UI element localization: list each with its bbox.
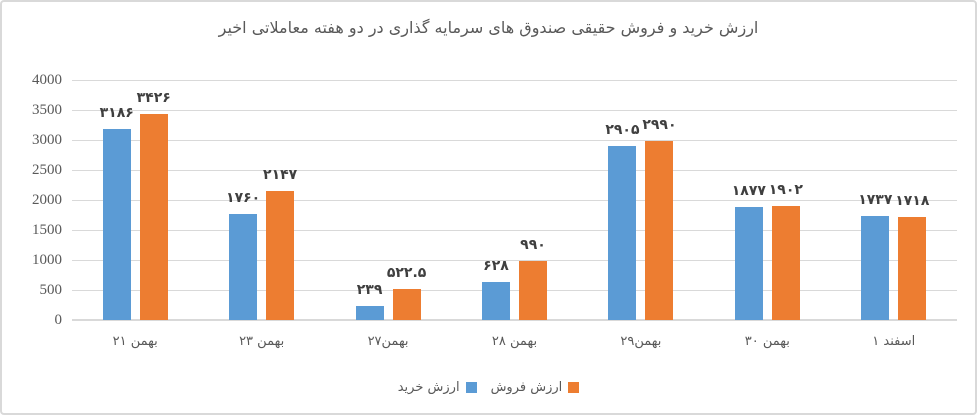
gridline [72,110,957,111]
x-axis-category-label: ۲۹بهمن [620,334,662,349]
buy-bar-data-label: ۲۳۹ [356,281,383,298]
x-axis-category-label: ۲۱ بهمن [112,334,158,349]
sell-series-swatch [568,382,580,393]
legend: ارزش خرید ارزش فروش [2,380,975,395]
x-axis-category-label: ۳۰ بهمن [744,334,790,349]
sell-bar-data-label: ۳۴۲۶ [136,90,171,107]
x-axis-category-label: ۲۷بهمن [367,334,409,349]
sell-bar-data-label: ۲۱۴۷ [263,167,298,184]
legend-item-label: ارزش خرید [397,380,460,395]
buy-value-bar[interactable] [734,207,763,320]
buy-value-bar[interactable] [482,282,510,320]
gridline [72,290,957,291]
buy-bar-data-label: ۶۲۸ [483,258,509,275]
y-axis-tick-label: 0 [54,312,63,328]
legend-item-label: ارزش فروش [490,380,563,395]
buy-value-bar[interactable] [229,214,258,320]
sell-bar-data-label: ۱۷۱۸ [895,192,930,209]
x-axis-line [72,319,957,321]
sell-value-bar[interactable] [898,216,927,320]
y-axis-tick-label: 4000 [32,72,62,88]
sell-value-bar[interactable] [392,288,421,320]
buy-value-bar[interactable] [102,128,131,320]
y-axis-tick-label: 1000 [32,252,62,268]
buy-value-bar[interactable] [355,305,384,320]
gridline [72,170,957,171]
y-axis-tick-label: 3000 [32,132,62,148]
y-axis-tick-label: 500 [39,282,63,298]
sell-bar-data-label: ۲۹۹۰ [642,116,677,133]
y-axis-tick-label: 3500 [32,102,62,118]
x-axis-category-label: ۲۳ بهمن [239,334,285,349]
sell-bar-data-label: ۹۹۰ [520,236,546,253]
sell-value-bar[interactable] [139,114,168,320]
sell-value-bar[interactable] [266,191,295,320]
gridline [72,230,957,231]
buy-bar-data-label: ۱۸۷۷ [731,183,766,200]
gridline [72,260,957,261]
buy-bar-data-label: ۱۷۳۷ [858,191,893,208]
y-axis-tick-label: 1500 [32,222,62,238]
sell-value-bar[interactable] [771,205,800,320]
x-axis-category-label: ۲۸ بهمن [491,334,538,349]
gridline [72,140,957,141]
buy-value-bar[interactable] [608,145,637,320]
legend-item-sell[interactable]: ارزش فروش [491,380,580,395]
buy-bar-data-label: ۱۷۶۰ [226,190,261,207]
gridline [72,200,957,201]
gridline [72,80,957,81]
buy-series-swatch [465,382,477,393]
x-axis-category-label: ۱ اسفند [872,334,916,349]
buy-bar-data-label: ۲۹۰۵ [605,121,640,138]
buy-value-bar[interactable] [861,215,890,320]
chart-title: ارزش خرید و فروش حقیقی صندوق های سرمایه … [218,18,759,37]
sell-value-bar[interactable] [519,260,547,320]
y-axis-tick-label: 2000 [32,192,62,208]
buy-bar-data-label: ۳۱۸۶ [99,104,134,121]
sell-bar-data-label: ۵۲۲.۵ [386,264,427,281]
sell-value-bar[interactable] [645,140,674,320]
plot-area: ۳۱۸۶ ۳۴۲۶ ۱۷۶۰ ۲۱۴۷ ۲۳۹ ۵۲۲.۵ ۶۲۸ ۹۹۰ ۲۹۰۵ ۲۹۹۰ ۱۸… [72,80,957,321]
legend-item-buy[interactable]: ارزش خرید [398,380,477,395]
sell-bar-data-label: ۱۹۰۲ [768,181,803,198]
y-axis-tick-label: 2500 [32,162,62,178]
